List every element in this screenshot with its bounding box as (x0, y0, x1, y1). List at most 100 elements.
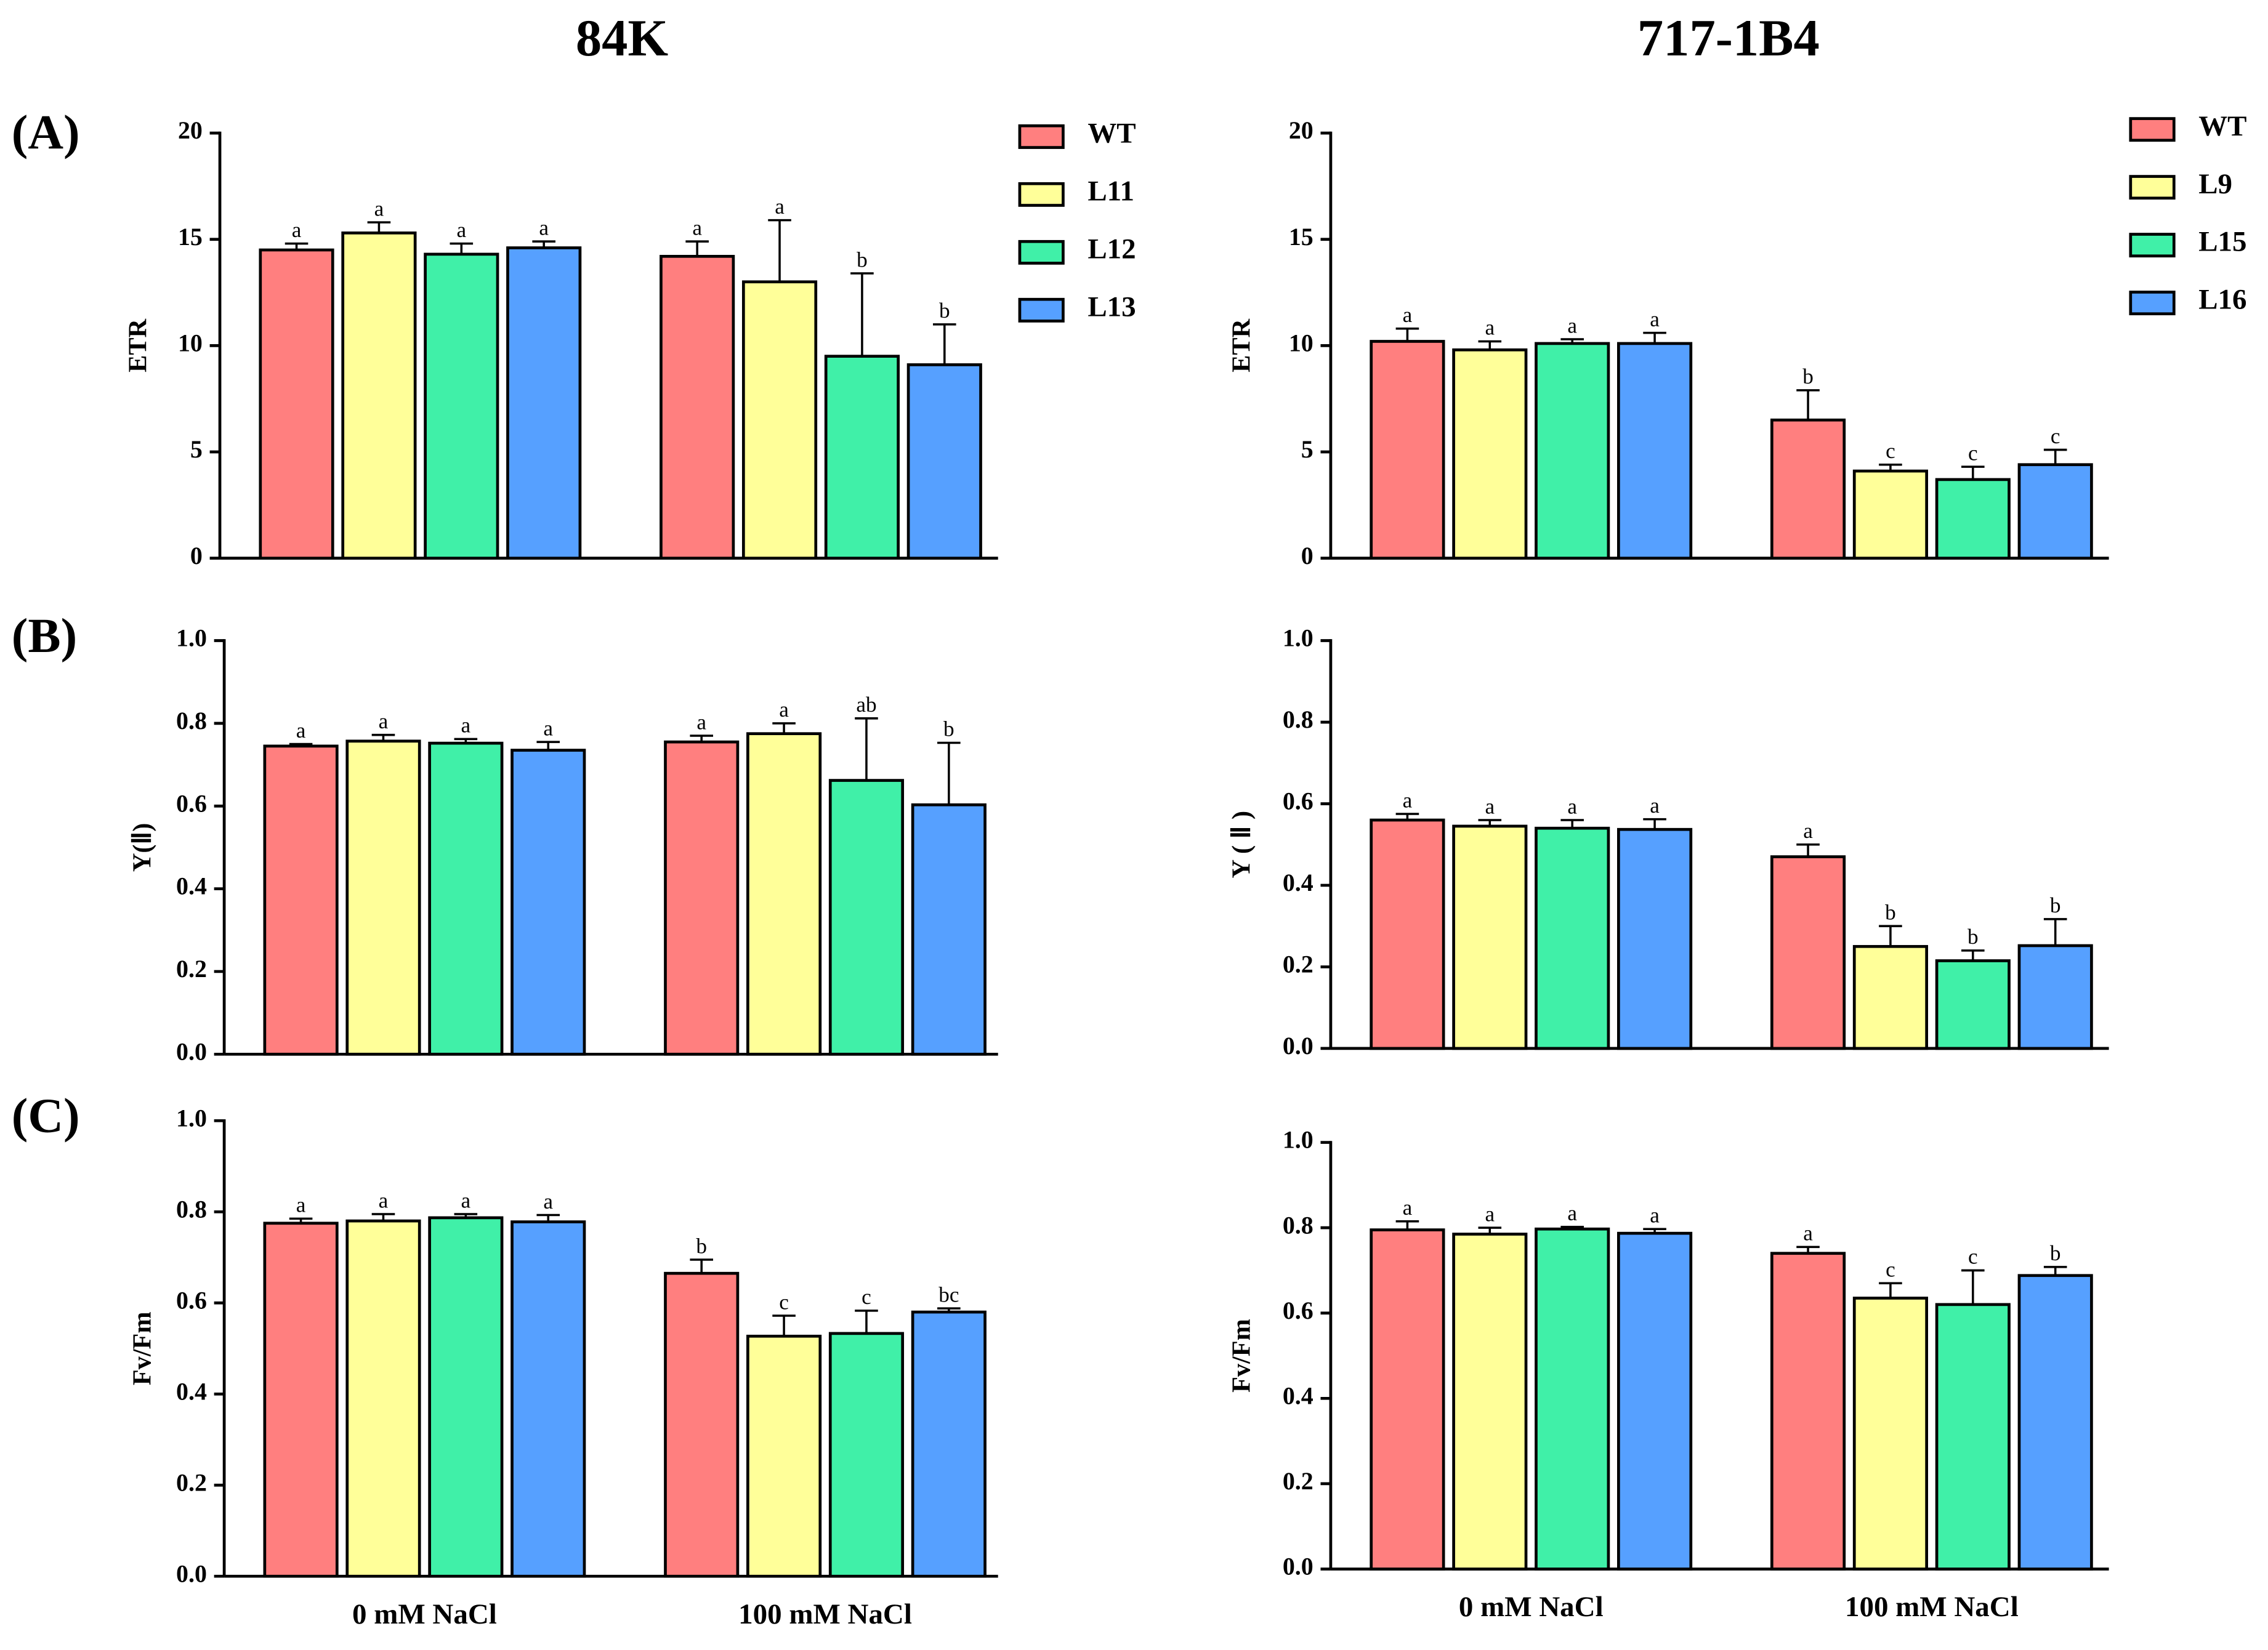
significance-letter: a (1403, 303, 1413, 327)
bar (664, 1271, 740, 1578)
significance-letter: c (1886, 1258, 1895, 1282)
significance-letter: a (296, 1193, 306, 1217)
significance-letter: a (1567, 1201, 1577, 1225)
bar (1852, 1297, 1929, 1571)
significance-letter: bc (938, 1282, 959, 1306)
significance-letter: a (1650, 794, 1660, 818)
error-bar (772, 722, 796, 734)
error-bar (371, 733, 395, 741)
error-bar (1961, 465, 1985, 480)
y-axis-label: Y(Ⅱ) (128, 823, 157, 872)
bar (1770, 418, 1846, 560)
significance-letter: a (543, 716, 553, 740)
bar (1370, 818, 1445, 1050)
significance-letter: a (1650, 1204, 1660, 1228)
bar (1617, 342, 1693, 560)
legend-swatch (2129, 175, 2176, 200)
y-tick-label: 0.0 (176, 1037, 207, 1065)
significance-letter: a (379, 1188, 389, 1212)
error-bar (1643, 818, 1666, 830)
significance-letter: a (1485, 1202, 1495, 1226)
bar (1617, 1231, 1693, 1571)
significance-letter: c (2051, 424, 2060, 448)
panel-label: (C) (12, 1089, 80, 1143)
x-tick-label: 0 mM NaCl (352, 1598, 497, 1630)
error-bar (285, 242, 309, 250)
significance-letter: a (692, 215, 702, 239)
error-bar (933, 323, 956, 365)
significance-letter: b (943, 717, 954, 741)
bar (2017, 1274, 2093, 1571)
y-axis-label: Fv/Fm (1227, 1319, 1256, 1393)
legend-swatch (2129, 233, 2176, 258)
error-bar (1478, 819, 1502, 826)
y-tick-label: 1.0 (1283, 1126, 1314, 1154)
y-tick-label: 0.4 (1283, 869, 1314, 896)
significance-letter: a (696, 710, 706, 734)
legend-label: L15 (2198, 226, 2246, 258)
y-tick-label: 0.6 (176, 789, 207, 817)
error-bar (937, 741, 961, 805)
y-tick-label: 0.8 (1283, 1211, 1314, 1239)
y-tick-label: 0.4 (1283, 1382, 1314, 1409)
legend-swatch (2129, 291, 2176, 316)
bar (1770, 1252, 1846, 1571)
y-tick-label: 0 (190, 542, 203, 569)
bar (741, 280, 818, 560)
significance-letter: a (456, 218, 466, 242)
y-tick-label: 0.8 (176, 1195, 207, 1223)
bar (506, 246, 582, 560)
significance-letter: a (1485, 794, 1495, 818)
y-tick-label: 5 (190, 435, 203, 463)
significance-letter: a (461, 714, 471, 738)
error-bar (1643, 1228, 1666, 1234)
y-tick-label: 15 (1289, 223, 1314, 251)
significance-letter: a (461, 1188, 471, 1212)
y-tick-label: 1.0 (176, 1104, 207, 1132)
error-bar (367, 221, 391, 233)
error-bar (371, 1213, 395, 1221)
y-tick-label: 0.8 (176, 707, 207, 734)
y-axis-label: Fv/Fm (128, 1311, 157, 1385)
error-bar (1560, 338, 1584, 344)
error-bar (768, 219, 791, 282)
error-bar (850, 272, 874, 356)
y-tick-label: 15 (178, 223, 203, 251)
y-tick-label: 0.6 (1283, 787, 1314, 815)
significance-letter: a (1403, 1196, 1413, 1220)
error-bar (454, 1213, 478, 1218)
error-bar (1643, 331, 1666, 344)
error-bar (1796, 1246, 1820, 1254)
significance-letter: ab (856, 693, 876, 717)
significance-letter: b (1802, 364, 1814, 388)
bar (911, 1310, 987, 1578)
significance-letter: c (1968, 441, 1978, 465)
bar (1935, 959, 2011, 1050)
error-bar (1961, 1269, 1985, 1305)
x-tick-label: 0 mM NaCl (1459, 1591, 1604, 1623)
y-tick-label: 10 (1289, 329, 1314, 357)
bar (263, 1221, 339, 1578)
bar (746, 1334, 822, 1578)
significance-letter: a (1803, 1221, 1813, 1246)
legend-label: WT (1088, 118, 1136, 150)
error-bar (855, 717, 878, 781)
y-tick-label: 20 (178, 116, 203, 144)
legend-swatch (1018, 124, 1065, 149)
y-tick-label: 0.0 (1283, 1032, 1314, 1060)
error-bar (450, 242, 474, 254)
bar (824, 355, 900, 560)
error-bar (2043, 918, 2067, 946)
y-tick-label: 0.2 (176, 1468, 207, 1496)
error-bar (1879, 925, 1902, 947)
significance-letter: a (1803, 819, 1813, 843)
bar (428, 1216, 504, 1578)
error-bar (2043, 448, 2067, 465)
bar (2017, 944, 2093, 1050)
significance-letter: a (1567, 794, 1577, 818)
column-title: 84K (576, 10, 669, 67)
y-axis-label: ETR (1227, 318, 1256, 372)
legend-swatch (1018, 297, 1065, 323)
bar (828, 779, 905, 1056)
significance-letter: b (2050, 1241, 2061, 1265)
